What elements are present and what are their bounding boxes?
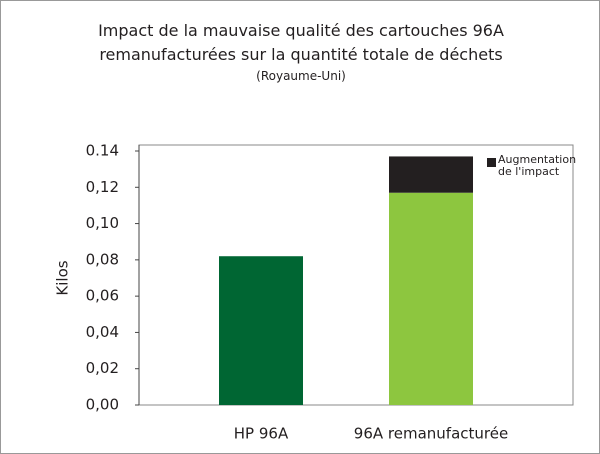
y-tick-label: 0,08 — [86, 250, 119, 268]
y-tick-label: 0,04 — [86, 323, 119, 341]
x-tick-label: 96A remanufacturée — [354, 425, 508, 443]
bar-segment — [389, 156, 473, 193]
y-axis-label: Kilos — [54, 260, 72, 295]
bar-segment — [219, 256, 303, 405]
y-tick-label: 0,06 — [86, 287, 119, 305]
legend-swatch — [487, 158, 496, 167]
plot-frame — [138, 144, 574, 406]
legend-label: Augmentation de l'impact — [498, 153, 577, 178]
chart-title: Impact de la mauvaise qualité des cartou… — [98, 21, 504, 64]
y-tick-label: 0,02 — [86, 359, 119, 377]
y-tick-label: 0,12 — [86, 178, 119, 196]
y-tick-label: 0.14 — [86, 142, 119, 160]
bar-segment — [389, 192, 473, 405]
chart-subtitle: (Royaume-Uni) — [256, 69, 346, 83]
y-tick-label: 0,00 — [86, 396, 119, 414]
x-tick-label: HP 96A — [234, 425, 289, 443]
y-tick-label: 0,10 — [86, 214, 119, 232]
